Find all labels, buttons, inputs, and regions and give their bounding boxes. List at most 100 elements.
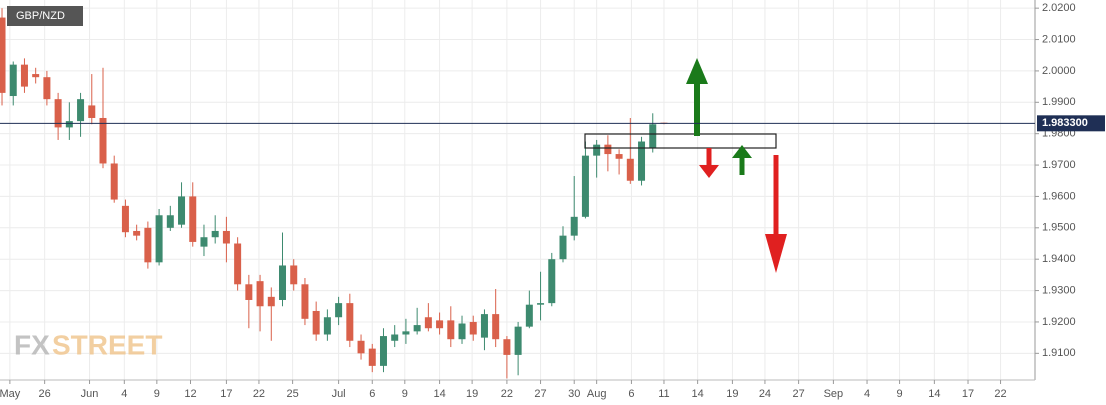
candle-body: [133, 230, 141, 236]
y-tick-label: 2.0100: [1042, 33, 1076, 45]
y-tick-label: 1.9300: [1042, 284, 1076, 296]
x-tick-label: 17: [220, 388, 232, 400]
candle-body: [323, 317, 331, 335]
candle-body: [604, 144, 612, 155]
x-tick-label: 19: [726, 388, 738, 400]
y-tick-label: 2.0200: [1042, 2, 1076, 14]
y-tick-label: 1.9200: [1042, 316, 1076, 328]
y-tick-label: 1.9600: [1042, 190, 1076, 202]
candle-body: [458, 323, 466, 340]
candle-body: [20, 64, 28, 87]
candle-body: [570, 216, 578, 236]
x-tick-label: 4: [864, 388, 870, 400]
x-tick-label: 6: [369, 388, 375, 400]
candle-body: [110, 163, 118, 200]
candle-body: [548, 259, 556, 304]
x-tick-label: 26: [39, 388, 51, 400]
candle-body: [379, 336, 387, 366]
candle-body: [301, 284, 309, 319]
x-tick-label: 22: [994, 388, 1006, 400]
x-tick-label: Aug: [587, 388, 607, 400]
watermark-street: STREET: [52, 329, 162, 360]
range-box: [584, 133, 777, 149]
candle-body: [469, 321, 477, 335]
y-tick-label: 1.9700: [1042, 159, 1076, 171]
candle-body: [581, 155, 589, 217]
candle-body: [155, 215, 163, 263]
candle-body: [65, 121, 73, 128]
last-price-label: 1.983300: [1042, 117, 1088, 129]
candle-body: [9, 64, 17, 97]
watermark: FX STREET: [14, 329, 162, 360]
symbol-box: [7, 6, 83, 26]
candle-body: [537, 303, 545, 305]
arrow-up-large-head: [686, 58, 708, 84]
x-tick-label: 27: [792, 388, 804, 400]
x-tick-label: 9: [402, 388, 408, 400]
candle-body: [121, 205, 129, 233]
x-tick-label: 22: [501, 388, 513, 400]
x-tick-label: 17: [962, 388, 974, 400]
candle-body: [492, 314, 500, 340]
x-tick-label: 9: [154, 388, 160, 400]
candle-body: [638, 141, 646, 181]
candle-body: [290, 265, 298, 285]
candle-body: [346, 303, 354, 341]
candle-body: [99, 117, 107, 164]
x-tick-label: 12: [184, 388, 196, 400]
x-tick-label: 19: [466, 388, 478, 400]
candle-body: [312, 310, 320, 335]
candle-body: [368, 348, 376, 366]
annotations: [584, 58, 787, 273]
x-tick-label: 22: [253, 388, 265, 400]
x-tick-label: May: [0, 388, 21, 400]
y-tick-label: 2.0000: [1042, 65, 1076, 77]
candle-body: [447, 320, 455, 340]
x-tick-label: 6: [628, 388, 634, 400]
x-tick-label: 30: [568, 388, 580, 400]
candle-body: [335, 303, 343, 318]
candle-body: [43, 77, 51, 100]
candle-body: [166, 215, 174, 228]
y-tick-label: 1.9900: [1042, 96, 1076, 108]
candle-body: [615, 154, 623, 159]
x-tick-label: 25: [286, 388, 298, 400]
candle-body: [211, 230, 219, 238]
candle-body: [222, 230, 230, 244]
candle-body: [525, 304, 533, 327]
symbol-label: GBP/NZD: [16, 10, 65, 22]
y-tick-label: 1.9100: [1042, 347, 1076, 359]
candle-body: [514, 326, 522, 355]
candle-body: [391, 334, 399, 341]
candle-body: [593, 144, 601, 156]
candle-body: [649, 124, 657, 148]
candle-body: [178, 196, 186, 225]
candle-body: [245, 284, 253, 300]
watermark-fx: FX: [14, 329, 50, 360]
candle-body: [503, 339, 511, 355]
candle-body: [559, 235, 567, 260]
arrow-up-small-head: [732, 145, 752, 158]
arrow-down-large-head: [765, 234, 787, 273]
candles: [0, 8, 668, 379]
arrow-down-small-head: [699, 165, 719, 178]
grid: [0, 0, 1035, 380]
candle-body: [0, 17, 6, 93]
x-tick-label: 14: [928, 388, 940, 400]
candle-body: [200, 237, 208, 247]
y-tick-label: 1.9500: [1042, 222, 1076, 234]
candle-body: [402, 331, 410, 335]
x-tick-label: 11: [658, 388, 669, 400]
candle-body: [144, 227, 152, 263]
x-tick-label: 24: [759, 388, 771, 400]
candle-body: [54, 99, 62, 128]
candle-body: [88, 105, 96, 118]
x-tick-label: 4: [121, 388, 127, 400]
candle-body: [413, 325, 421, 332]
x-tick-label: 14: [433, 388, 445, 400]
y-tick-label: 1.9400: [1042, 253, 1076, 265]
candle-body: [480, 314, 488, 338]
